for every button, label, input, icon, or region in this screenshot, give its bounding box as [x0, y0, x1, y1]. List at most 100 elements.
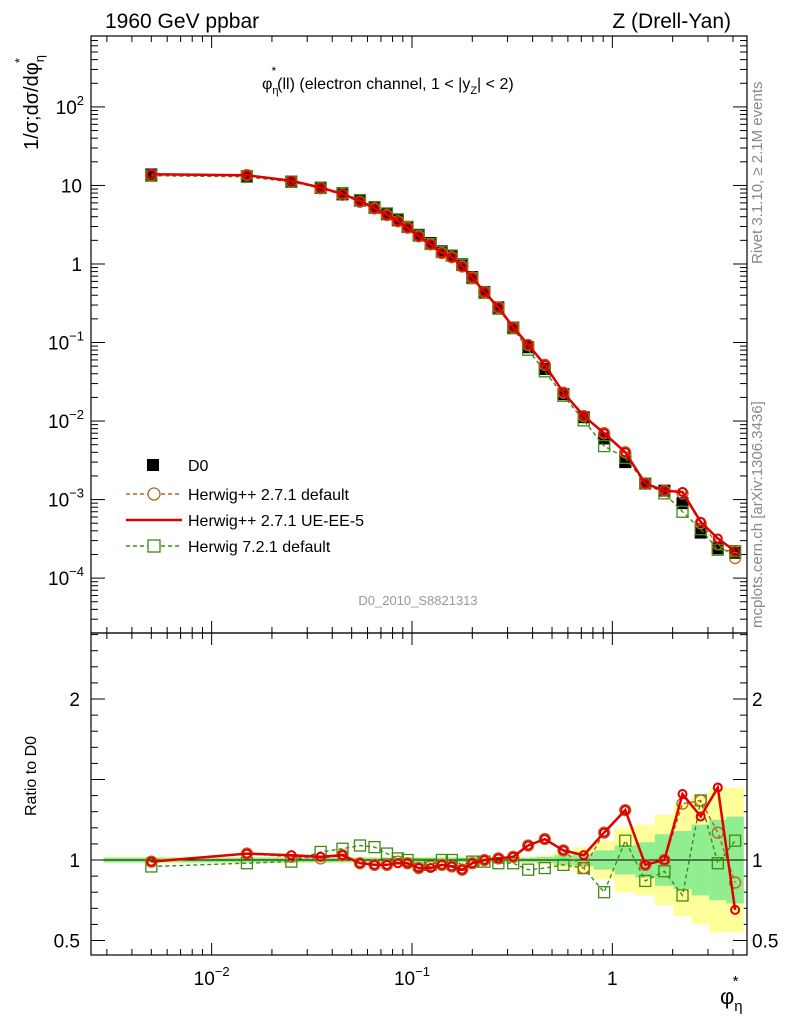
herwig-271-ueee5-point — [640, 859, 651, 870]
herwig-271-default-point — [658, 853, 671, 867]
plot-title: φη *(ll) (electron channel, 1 < |yZ| < 2) — [262, 64, 514, 97]
herwig-271-ueee5-point — [695, 516, 706, 527]
herwig-271-ueee5-point — [523, 339, 534, 350]
herwig-271-default-point — [557, 386, 570, 399]
herwig-271-ueee5-point — [539, 359, 550, 370]
plot-title-y: y — [462, 76, 470, 93]
herwig-271-ueee5-point — [599, 827, 610, 838]
y-tick-label: 10−1 — [48, 329, 84, 355]
herwig-271-default-point — [368, 202, 381, 215]
legend-circle-marker — [147, 487, 161, 501]
herwig-271-default-point — [521, 338, 535, 352]
herwig-271-ueee5-point — [523, 840, 534, 851]
herwig-271-ueee5-point — [578, 410, 589, 421]
x-tick-label: 1 — [607, 969, 618, 990]
herwig-271-ueee5-point — [599, 428, 610, 439]
herwig-271-ueee5-point — [467, 858, 478, 869]
herwig-271-ueee5-point — [730, 904, 741, 915]
herwig-271-default-point — [521, 839, 535, 852]
herwig-271-default-point — [391, 215, 404, 228]
herwig-271-default-point — [466, 271, 479, 284]
herwig-271-ueee5-point — [425, 239, 436, 250]
herwig-271-ueee5-point — [578, 850, 589, 861]
x-axis-label-phi: φ — [720, 984, 734, 1009]
herwig-271-ueee5-point — [315, 182, 326, 193]
y-tick-label: 10 — [61, 176, 82, 197]
herwig-721-point — [538, 861, 551, 875]
legend-label: Herwig++ 2.7.1 UE-EE-5 — [188, 513, 364, 530]
herwig-271-default-point — [456, 260, 469, 273]
herwig-271-ueee5-point — [620, 805, 631, 816]
herwig-271-ueee5-point — [146, 169, 157, 180]
herwig-271-ueee5-point — [558, 845, 569, 856]
x-tick-label: 10−2 — [194, 964, 230, 990]
herwig-271-ueee5-point — [677, 486, 688, 497]
herwig-271-ueee5-point — [640, 478, 651, 489]
plot-title-close: | < 2) — [477, 76, 514, 93]
herwig-271-ueee5-point — [381, 210, 392, 221]
herwig-721-point — [639, 874, 652, 888]
herwig-271-default-point — [577, 409, 590, 423]
herwig-271-default-point — [538, 358, 551, 371]
y-axis-label-main-sub: η — [32, 55, 47, 62]
herwig-271-ueee5-point — [457, 261, 468, 272]
herwig-271-ueee5-point — [392, 858, 403, 869]
legend-label: Herwig++ 2.7.1 default — [188, 487, 350, 504]
herwig-271-ueee5-point — [677, 789, 688, 799]
herwig-271-ueee5-point — [413, 863, 424, 874]
ratio-y-tick-label-right: 1 — [752, 851, 763, 872]
herwig-721-point — [353, 839, 367, 852]
herwig-271-ueee5-point — [286, 175, 297, 186]
herwig-271-ueee5-point — [146, 856, 157, 867]
herwig-271-default-point — [466, 857, 479, 870]
x-tick-label: 10−1 — [394, 964, 430, 990]
herwig-721-point — [597, 886, 611, 899]
y-axis-label-ratio: Ratio to D0 — [23, 736, 40, 816]
herwig-271-ueee5-point — [392, 216, 403, 227]
mcplots-label: mcplots.cern.ch [arXiv:1306.3436] — [749, 401, 766, 628]
main-panel: 10−4 10−3 10−2 10−1 1 10 102 — [48, 35, 748, 634]
x-axis-label: φη * — [720, 973, 743, 1015]
herwig-721-point — [597, 439, 611, 453]
y-tick-label: 10−3 — [48, 486, 84, 512]
herwig-271-ueee5-point — [402, 222, 413, 233]
herwig-271-ueee5-point — [712, 782, 723, 793]
herwig-721-point — [676, 505, 689, 518]
herwig-271-default-point — [619, 803, 632, 817]
herwig-271-default-point — [445, 251, 458, 264]
herwig-271-ueee5-point — [413, 231, 424, 242]
herwig-271-default-point — [557, 844, 570, 857]
y-tick-label: 1 — [71, 255, 82, 276]
ratio-frame — [90, 632, 748, 956]
herwig-271-ueee5-point — [425, 863, 436, 874]
herwig-271-ueee5-point — [381, 859, 392, 870]
d0-point — [445, 249, 458, 262]
herwig-271-ueee5-point — [659, 485, 670, 496]
legend-square-marker — [147, 539, 161, 553]
d0-point — [694, 526, 707, 539]
herwig-271-ueee5-point — [354, 196, 365, 207]
legend-label: D0 — [188, 458, 209, 475]
legend: D0 Herwig++ 2.7.1 default Herwig++ 2.7.1 U… — [126, 458, 364, 556]
herwig-271-ueee5-main-line — [151, 172, 736, 553]
herwig-271-default-point — [639, 858, 652, 871]
herwig-271-default-point — [478, 285, 491, 299]
herwig-271-default-point — [401, 221, 414, 234]
herwig-271-ueee5-point — [402, 858, 413, 869]
herwig-271-ueee5-point — [241, 170, 252, 181]
herwig-721-point — [728, 834, 742, 847]
legend-d0-marker — [147, 459, 159, 471]
herwig-721-point — [711, 857, 724, 870]
herwig-271-default-point — [728, 551, 742, 565]
y-tick-label: 102 — [56, 93, 84, 119]
herwig-271-default-point — [639, 477, 652, 490]
y-tick-label: 10−2 — [48, 407, 84, 433]
ratio-y-tick-label-left: 0.5 — [54, 932, 80, 953]
legend-label: Herwig 7.2.1 default — [188, 539, 331, 556]
plot-title-sup: * — [272, 64, 277, 78]
plot-title-phi: φ — [262, 76, 272, 93]
herwig-271-default-point — [597, 826, 611, 839]
ratio-panel: 10−2 10−1 1 0.5 0.5 1 1 2 2 — [54, 632, 778, 990]
rivet-version-label: Rivet 3.1.10, ≥ 2.1M events — [749, 82, 766, 265]
herwig-271-ueee5-point — [730, 546, 741, 557]
